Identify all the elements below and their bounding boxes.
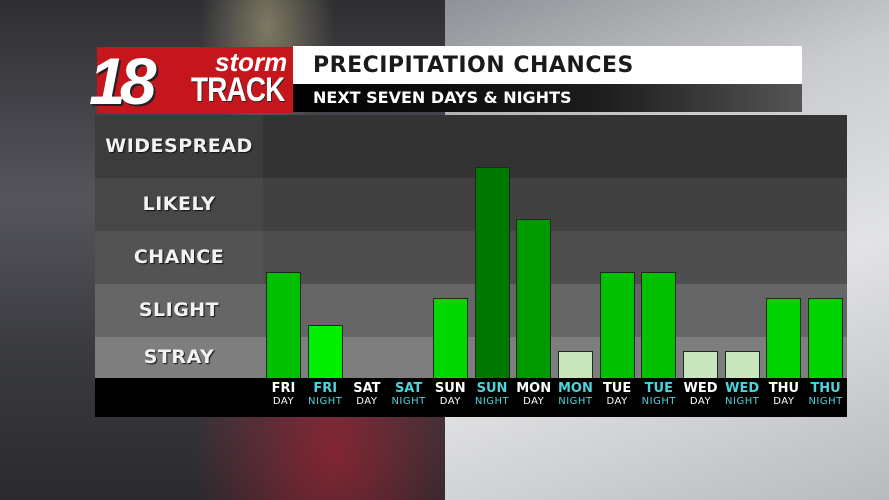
x-label-part: DAY — [439, 396, 461, 407]
x-label-fri-night: FRI NIGHT — [304, 382, 346, 408]
x-label-part: DAY — [689, 396, 712, 407]
x-label-sat-night: SAT NIGHT — [388, 382, 430, 408]
band-slight: SLIGHT — [95, 284, 847, 337]
x-label-part: DAY — [356, 396, 378, 407]
x-label-thu-day: THU DAY — [763, 382, 805, 408]
band-plot-bg — [263, 231, 847, 284]
bar-thu-night — [808, 297, 844, 378]
x-label-day: MON — [557, 381, 593, 396]
band-label-bg — [95, 115, 263, 178]
y-category-label: WIDESPREAD — [105, 134, 253, 157]
page-title: PRECIPITATION CHANCES — [313, 53, 634, 78]
x-label-part: DAY — [272, 396, 295, 407]
x-label-day: THU — [810, 381, 841, 396]
y-category-label: SLIGHT — [138, 298, 220, 321]
band-label-bg — [95, 284, 263, 337]
bar-sun-night — [474, 167, 510, 378]
x-label-part: NIGHT — [725, 396, 760, 407]
bar-mon-day — [516, 218, 552, 378]
x-label-part: DAY — [773, 396, 795, 407]
x-label-part: NIGHT — [558, 396, 593, 407]
bar-fri-day — [266, 271, 301, 378]
title-bar: PRECIPITATION CHANCES — [293, 46, 802, 84]
bar-wed-night — [724, 350, 760, 378]
logo-number: 18 — [89, 44, 156, 118]
x-label-tue-day: TUE DAY — [596, 382, 638, 408]
y-category-label: STRAY — [143, 345, 215, 368]
x-label-wed-day: WED DAY — [680, 382, 722, 408]
x-label-part: NIGHT — [391, 396, 426, 407]
x-label-part: NIGHT — [474, 396, 510, 407]
bar-sun-day — [432, 297, 468, 378]
bar-tue-day — [599, 271, 635, 378]
band-plot-bg — [263, 178, 847, 231]
band-plot-bg — [263, 284, 847, 337]
subtitle-bar: NEXT SEVEN DAYS & NIGHTS — [293, 84, 802, 112]
x-label-fri-day: FRI DAY — [263, 382, 305, 408]
bar-thu-day — [766, 297, 802, 378]
band-chance: CHANCE — [95, 231, 847, 284]
station-logo: 18 storm TRACK — [89, 44, 293, 118]
x-label-part: NIGHT — [808, 396, 843, 407]
bar-mon-night — [557, 350, 593, 378]
bar-fri-night — [307, 324, 343, 378]
y-category-label: CHANCE — [133, 245, 225, 268]
x-label-day: SAT — [353, 381, 381, 396]
x-label-day: FRI — [313, 381, 338, 396]
x-label-thu-night: THU NIGHT — [805, 382, 847, 408]
x-label-day: SUN — [434, 381, 466, 396]
logo-word-track: TRACK — [191, 71, 285, 109]
band-label-bg — [95, 231, 263, 284]
x-axis: FRI DAY FRI NIGHT SAT DAY SAT NIGHT SUN DAY SUN NIG… — [95, 378, 847, 417]
x-label-day: SAT — [394, 381, 423, 396]
x-label-day: THU — [768, 381, 800, 396]
x-label-sun-night: SUN NIGHT — [471, 382, 513, 408]
x-label-sun-day: SUN DAY — [429, 382, 471, 408]
bar-wed-day — [683, 350, 718, 378]
band-label-bg — [95, 178, 263, 231]
x-label-part: DAY — [606, 396, 628, 407]
y-category-label: LIKELY — [142, 192, 216, 215]
x-label-tue-night: TUE NIGHT — [638, 382, 680, 408]
band-likely: LIKELY — [95, 178, 847, 231]
x-label-part: DAY — [523, 396, 545, 407]
x-label-part: NIGHT — [641, 396, 676, 407]
x-label-day: MON — [516, 381, 552, 396]
x-label-day: WED — [683, 381, 718, 396]
x-label-mon-day: MON DAY — [513, 382, 555, 408]
x-label-day: TUE — [644, 381, 673, 396]
x-label-sat-day: SAT DAY — [346, 382, 388, 408]
x-label-day: TUE — [602, 381, 632, 396]
bar-tue-night — [641, 271, 677, 378]
chart-bars — [263, 115, 847, 378]
precip-chart: WIDESPREAD LIKELY CHANCE SLIGHT STRAY FRI DAY… — [95, 115, 847, 417]
logo-word-storm: storm — [215, 47, 288, 77]
x-label-part: NIGHT — [308, 396, 343, 407]
x-label-day: SUN — [476, 381, 508, 396]
x-label-wed-night: WED NIGHT — [721, 382, 763, 408]
x-label-day: FRI — [271, 381, 296, 396]
band-label-bg — [95, 337, 263, 378]
page-subtitle: NEXT SEVEN DAYS & NIGHTS — [313, 88, 572, 107]
x-label-day: WED — [725, 381, 760, 396]
x-label-mon-night: MON NIGHT — [554, 382, 596, 408]
band-widespread: WIDESPREAD — [95, 115, 847, 178]
band-plot-bg — [263, 115, 847, 178]
